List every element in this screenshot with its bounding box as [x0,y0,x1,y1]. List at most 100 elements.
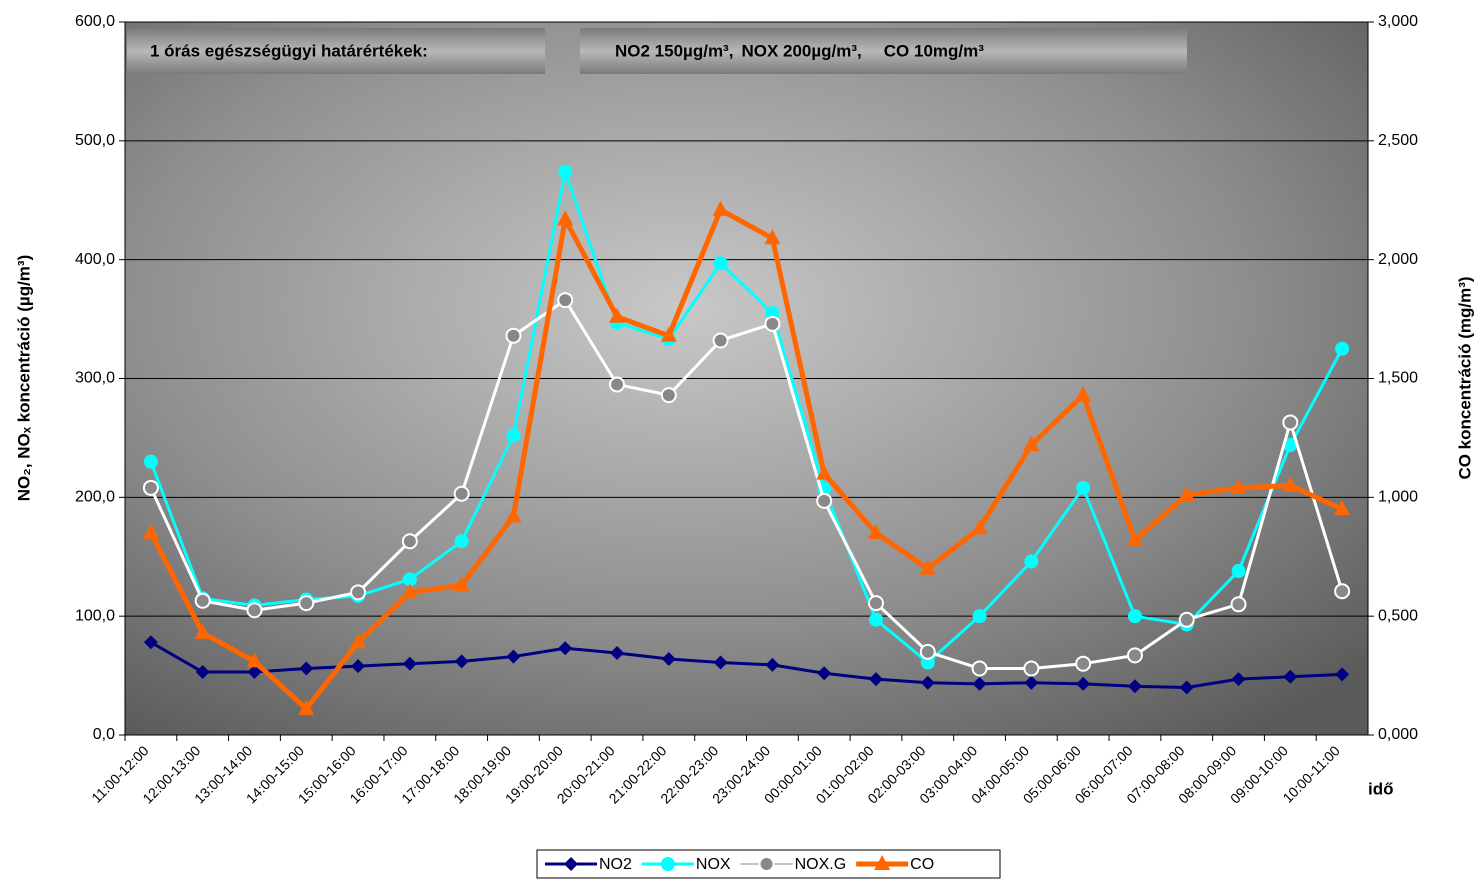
marker [350,584,367,601]
marker [1178,611,1195,628]
annotation: CO 10mg/m³ [884,41,984,60]
y-tick-label: 300,0 [75,370,115,387]
marker [1023,660,1040,677]
marker [1282,476,1299,492]
marker [558,641,573,656]
marker [142,479,159,496]
marker [505,327,522,344]
x-axis-label: idő [1368,779,1394,798]
marker [610,646,625,661]
marker [453,576,470,592]
series-line [149,298,1344,670]
marker [764,229,781,245]
y2-tick-label: 1,000 [1378,489,1418,506]
marker [350,633,367,649]
marker [454,534,469,549]
marker [1231,672,1246,687]
y-tick-label: 600,0 [75,13,115,30]
legend-label: NOX [696,856,731,873]
marker [867,595,884,612]
marker [1075,655,1092,672]
series-line [150,641,1343,689]
marker [142,523,159,539]
marker [1335,667,1350,682]
marker [401,583,418,599]
marker [453,485,470,502]
marker [1127,679,1142,694]
series-line [148,207,1344,712]
marker [1283,438,1298,453]
marker [143,454,158,469]
marker [661,651,676,666]
marker [712,200,729,216]
y2-axis-label: CO koncentráció (mg/m³) [1455,276,1474,479]
marker [660,387,677,404]
marker [246,602,263,619]
legend-label: CO [910,856,934,873]
marker [609,307,626,323]
marker [1126,647,1143,664]
marker [609,376,626,393]
marker [1334,500,1351,516]
marker [1075,386,1092,402]
y2-tick-label: 0,000 [1378,726,1418,743]
y-tick-label: 500,0 [75,132,115,149]
marker [1334,583,1351,600]
marker [564,857,578,871]
marker [246,652,263,668]
marker [972,609,987,624]
marker [557,210,574,226]
marker [1230,478,1247,494]
marker [1127,609,1142,624]
marker [919,559,936,575]
marker [1126,531,1143,547]
marker [505,507,522,523]
y2-tick-label: 0,500 [1378,607,1418,624]
marker [816,492,833,509]
marker [660,857,675,871]
marker [1076,480,1091,495]
annotation: NO2 150µg/m³, [615,41,733,60]
marker [194,592,211,609]
marker [1230,596,1247,613]
marker [1283,669,1298,684]
y-tick-label: 400,0 [75,251,115,268]
y2-tick-label: 2,000 [1378,251,1418,268]
y2-tick-label: 1,500 [1378,370,1418,387]
marker [1179,680,1194,695]
marker [454,654,469,669]
marker [1231,564,1246,579]
marker [972,676,987,691]
marker [868,672,883,687]
marker [1024,675,1039,690]
marker [143,635,158,650]
marker [195,665,210,680]
marker [1178,485,1195,501]
marker [506,649,521,664]
marker [919,643,936,660]
marker [1282,414,1299,431]
marker [816,464,833,480]
annotation: 1 órás egészségügyi határértékek: [150,41,428,60]
marker [298,699,315,715]
marker [920,675,935,690]
marker [402,656,417,671]
marker [1335,341,1350,356]
marker [401,533,418,550]
marker [758,856,775,872]
marker [765,306,780,321]
marker [713,655,728,670]
marker [712,332,729,349]
marker [351,659,366,674]
marker [817,666,832,681]
marker [874,855,891,870]
marker [402,572,417,587]
series-line [149,170,1344,665]
marker [1076,676,1091,691]
annotation-box [127,28,545,74]
annotation-box [580,28,1187,74]
marker [971,660,988,677]
marker [868,612,883,627]
marker [1023,436,1040,452]
